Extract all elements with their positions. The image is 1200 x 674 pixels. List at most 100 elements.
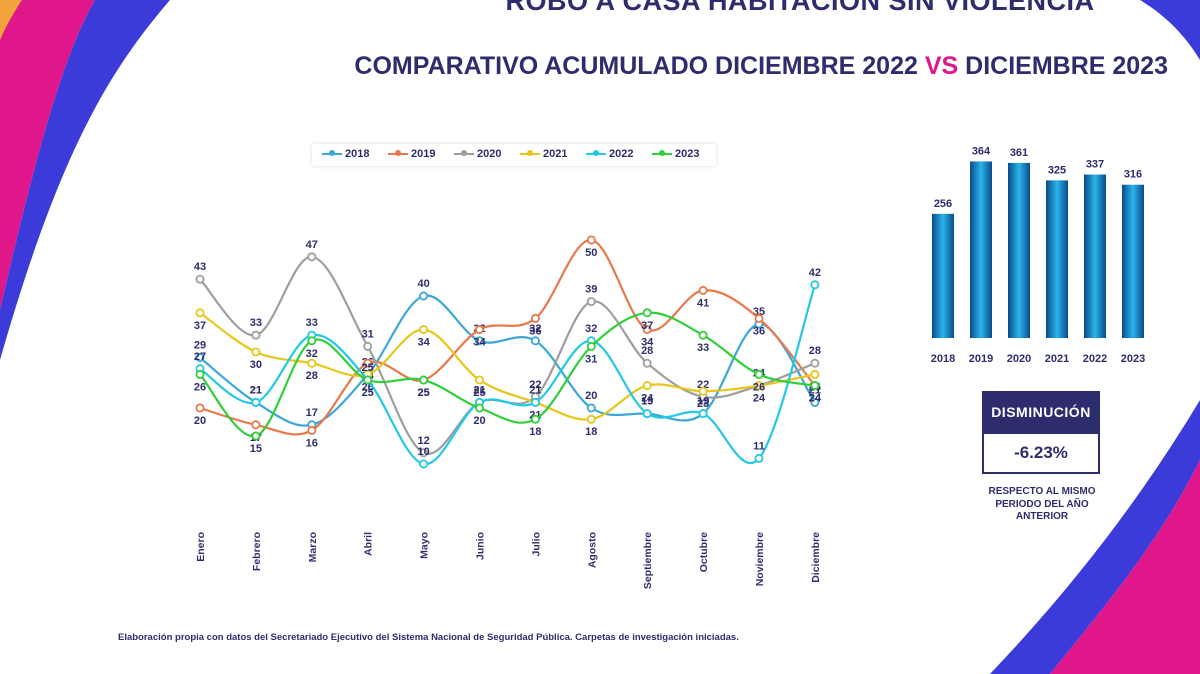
data-label-2018-8: 19 [641,396,653,408]
legend-label: 2018 [345,148,370,160]
data-label-2020-2: 47 [306,239,318,251]
bar-2018 [932,213,954,338]
series-2020: 433347311221223928222428 [194,239,821,458]
legend-swatch [322,150,342,157]
legend-swatch [388,150,408,157]
bar-value-2018: 256 [934,198,952,210]
point-2019-0 [195,403,205,413]
data-label-2022-1: 21 [250,384,262,396]
page-subtitle: COMPARATIVO ACUMULADO DICIEMBRE 2022 VS … [250,52,1168,81]
point-2020-4 [419,448,429,458]
bar-2019 [970,161,992,338]
data-label-2021-10: 24 [753,393,766,405]
point-2023-11 [810,381,820,391]
point-2023-9 [698,330,708,340]
point-2019-6 [530,313,540,323]
legend-label: 2020 [477,148,502,160]
data-label-2021-8: 24 [641,393,654,405]
data-label-2022-6: 21 [529,384,541,396]
bar-2022 [1084,174,1106,338]
point-2023-2 [307,336,317,346]
data-label-2020-1: 33 [250,317,262,329]
point-2022-4 [419,459,429,469]
data-label-2019-5: 34 [473,337,486,349]
data-label-2018-4: 40 [417,278,429,290]
data-label-2022-4: 10 [417,446,429,458]
data-label-2022-10: 11 [753,440,765,452]
point-2020-11 [810,358,820,368]
data-label-2020-8: 28 [641,345,653,357]
point-2021-10 [754,381,764,391]
decrease-value: -6.23% [982,434,1100,474]
x-tick-Mayo: Mayo [419,532,431,559]
data-label-2018-7: 20 [585,390,597,402]
point-2020-1 [251,330,261,340]
swoosh-orange-corner [0,0,22,40]
data-label-2022-9: 19 [697,396,709,408]
data-label-2020-4: 12 [417,435,429,447]
point-2022-1 [251,397,261,407]
point-2021-11 [810,369,820,379]
legend-swatch [454,150,474,157]
subtitle-part1: COMPARATIVO ACUMULADO DICIEMBRE 2022 [354,52,925,80]
bar-category-2020: 2020 [1007,353,1031,365]
data-label-2019-7: 50 [585,247,597,259]
bar-value-2019: 364 [972,145,991,157]
point-2020-2 [307,252,317,262]
point-2020-0 [195,274,205,284]
point-2021-4 [419,325,429,335]
point-2018-7 [586,403,596,413]
data-label-2018-2: 17 [306,407,318,419]
data-label-2023-1: 15 [250,443,262,455]
x-tick-Julio: Julio [530,532,542,557]
decrease-badge: DISMINUCIÓN -6.23% [982,391,1100,474]
x-tick-Enero: Enero [195,532,207,562]
data-label-2021-5: 25 [473,387,485,399]
data-label-2020-7: 39 [585,284,597,296]
point-2022-11 [810,280,820,290]
data-label-2019-10: 36 [753,325,765,337]
note-line-2: PERIODO DEL AÑO [995,498,1089,510]
point-2021-5 [474,375,484,385]
legend-label: 2023 [675,148,700,160]
data-label-2020-3: 31 [362,328,374,340]
legend-label: 2021 [543,148,568,160]
bar-category-2022: 2022 [1083,353,1107,365]
data-label-2022-2: 33 [306,317,318,329]
point-2023-10 [754,369,764,379]
data-label-2018-0: 29 [194,340,206,352]
x-tick-Abril: Abril [363,532,375,556]
subtitle-part2: DICIEMBRE 2023 [958,52,1168,80]
legend-swatch [652,150,672,157]
data-label-2019-6: 36 [529,325,541,337]
bar-value-2020: 361 [1010,147,1028,159]
data-label-2021-1: 30 [250,359,262,371]
data-label-2019-0: 20 [194,415,206,427]
swoosh-magenta-left [0,0,95,310]
point-2018-5 [474,336,484,346]
point-2018-0 [195,353,205,363]
bar-category-2018: 2018 [931,353,955,365]
note-line-1: RESPECTO AL MISMO [988,486,1096,497]
x-tick-Junio: Junio [475,532,487,560]
data-label-2023-10: 26 [753,381,765,393]
data-label-2020-0: 43 [194,261,206,273]
legend-item-2022: 2022 [586,148,633,160]
data-label-2020-6: 22 [529,379,541,391]
point-2023-7 [586,341,596,351]
data-label-2023-3: 25 [362,387,374,399]
point-2021-0 [195,308,205,318]
page-title: ROBO A CASA HABITACIÓN SIN VIOLENCIA [505,0,1095,16]
point-2019-2 [307,425,317,435]
bar-value-2021: 325 [1048,164,1066,176]
line-chart-legend: 2018 2019 2020 2021 2022 2023 [312,144,716,166]
legend-label: 2022 [609,148,634,160]
bar-2020 [1008,162,1030,338]
data-label-2022-8: 19 [641,396,653,408]
data-label-2020-5: 21 [473,384,485,396]
legend-item-2023: 2023 [652,148,699,160]
bar-category-2019: 2019 [969,353,993,365]
